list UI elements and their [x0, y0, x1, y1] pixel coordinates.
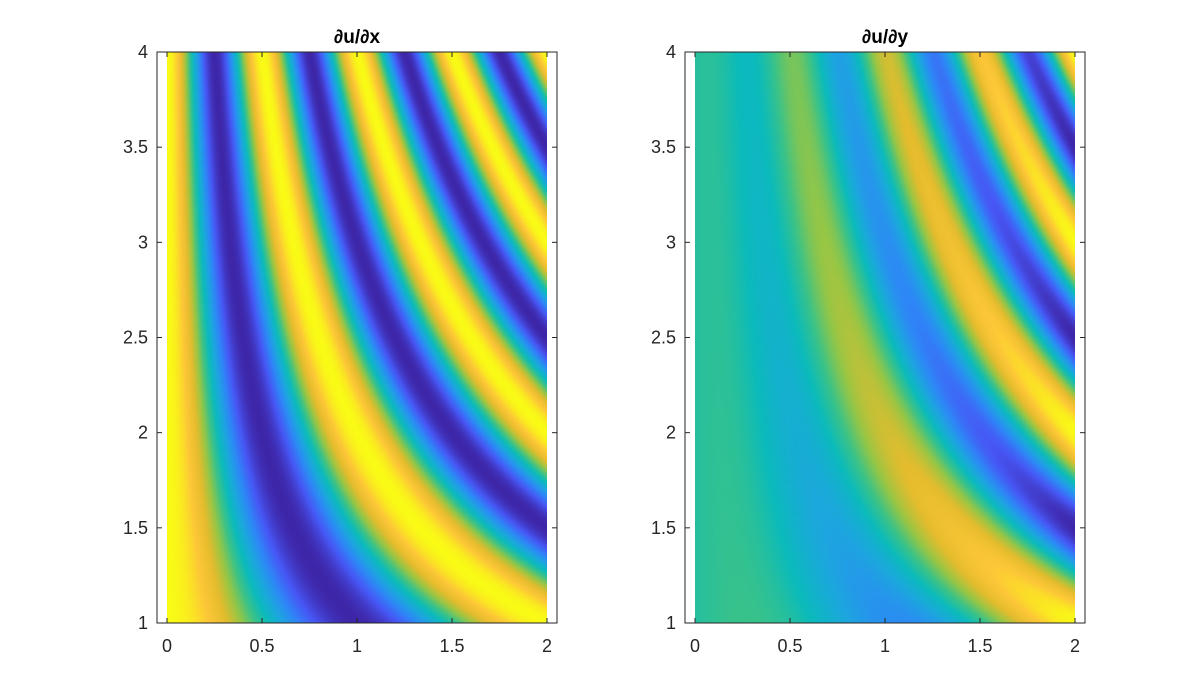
- right-x-tick-label: 1: [880, 636, 890, 656]
- right-panel-title: ∂u/∂y: [862, 27, 909, 48]
- right-axis-ticks: 0 0.5 1 1.5 2 1 1.5 2 2.5 3 3.5 4: [651, 42, 1085, 656]
- right-y-tick-label: 1.5: [651, 518, 676, 538]
- left-heatmap-image: [167, 52, 547, 623]
- right-y-tick-label: 1: [666, 613, 676, 633]
- left-x-tick-label: 2: [542, 636, 552, 656]
- left-x-tick-label: 1: [352, 636, 362, 656]
- left-y-tick-label: 4: [138, 42, 148, 62]
- left-x-tick-label: 0: [162, 636, 172, 656]
- left-y-tick-label: 3: [138, 232, 148, 252]
- left-y-tick-label: 1.5: [123, 518, 148, 538]
- right-x-tick-label: 2: [1070, 636, 1080, 656]
- left-y-tick-label: 3.5: [123, 137, 148, 157]
- left-panel-title: ∂u/∂x: [334, 27, 381, 48]
- right-heatmap-image: [695, 52, 1075, 623]
- left-x-tick-label: 0.5: [249, 636, 274, 656]
- right-y-tick-label: 2.5: [651, 328, 676, 348]
- right-x-tick-label: 0: [690, 636, 700, 656]
- left-y-tick-label: 2: [138, 423, 148, 443]
- left-axis-ticks: 0 0.5 1 1.5 2 1 1.5 2 2.5 3 3.5 4: [123, 42, 557, 656]
- right-x-tick-label: 0.5: [777, 636, 802, 656]
- right-y-tick-label: 2: [666, 423, 676, 443]
- left-x-tick-label: 1.5: [439, 636, 464, 656]
- right-y-tick-label: 4: [666, 42, 676, 62]
- right-axes: ∂u/∂y 0 0.5 1 1.5 2 1 1.5 2 2.5 3 3.5 4: [651, 27, 1086, 656]
- right-y-tick-label: 3.5: [651, 137, 676, 157]
- left-axes: ∂u/∂x 0 0.5 1 1.5 2 1 1.5 2 2.5 3 3.5 4: [123, 27, 558, 656]
- left-y-tick-label: 2.5: [123, 328, 148, 348]
- right-x-tick-label: 1.5: [967, 636, 992, 656]
- left-y-tick-label: 1: [138, 613, 148, 633]
- right-y-tick-label: 3: [666, 232, 676, 252]
